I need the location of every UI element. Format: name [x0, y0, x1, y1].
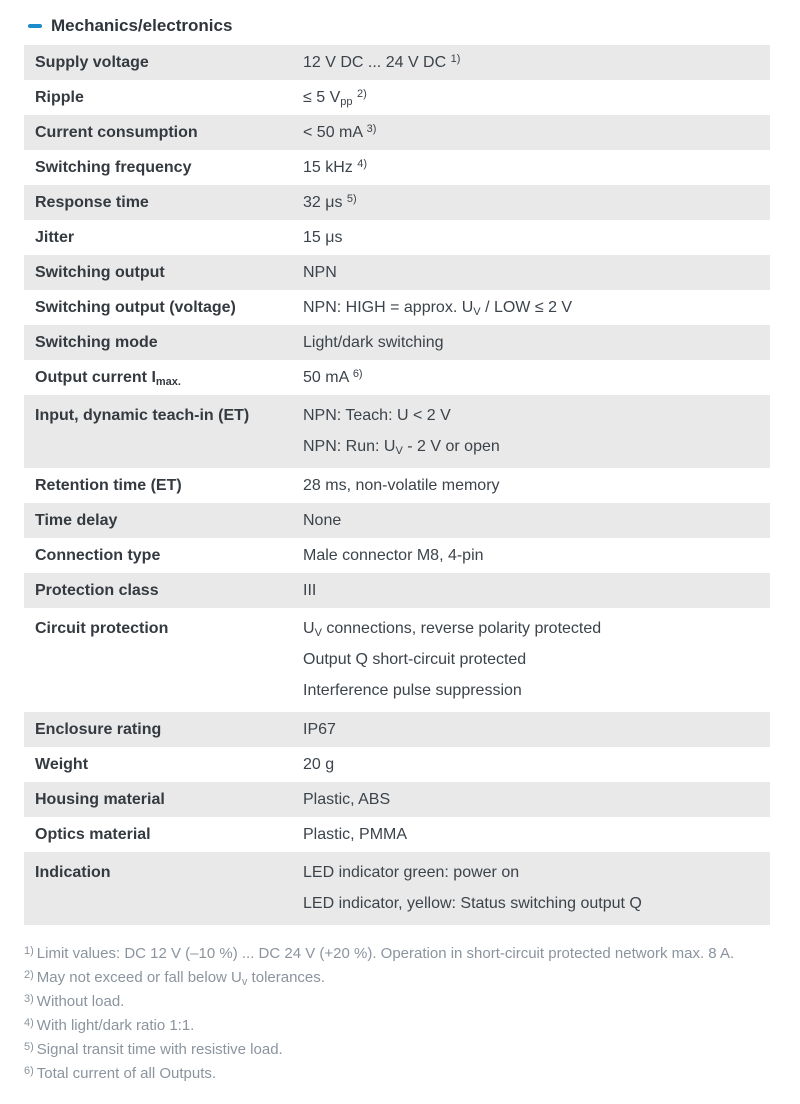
table-row: Response time 32 μs 5) [24, 185, 770, 220]
footnote: 3) Without load. [24, 993, 125, 1010]
row-value: 15 kHz 4) [303, 158, 368, 177]
table-row: Retention time (ET) 28 ms, non-volatile m… [24, 468, 770, 503]
table-row: Optics material Plastic, PMMA [24, 817, 770, 852]
table-row: Housing material Plastic, ABS [24, 782, 770, 817]
section-header: Mechanics/electronics [0, 0, 800, 45]
table-row: Ripple ≤ 5 Vpp 2) [24, 80, 770, 115]
table-row: Current consumption < 50 mA 3) [24, 115, 770, 150]
row-label: Connection type [35, 547, 161, 564]
table-row: Switching output NPN [24, 255, 770, 290]
row-label: Circuit protection [35, 620, 169, 637]
row-label: Retention time (ET) [35, 477, 182, 494]
footnote: 5) Signal transit time with resistive loa… [24, 1041, 283, 1058]
row-label: Response time [35, 194, 149, 211]
row-value: 32 μs 5) [303, 193, 357, 212]
row-label: Jitter [35, 229, 75, 246]
row-label: Current consumption [35, 124, 198, 141]
table-row: Switching frequency 15 kHz 4) [24, 150, 770, 185]
row-value: Male connector M8, 4-pin [303, 547, 484, 564]
section-title: Mechanics/electronics [51, 16, 233, 35]
row-label: Input, dynamic teach-in (ET) [35, 407, 250, 424]
footnote: 4) With light/dark ratio 1:1. [24, 1017, 195, 1034]
footnote: 2) May not exceed or fall below Uv tolera… [24, 969, 325, 988]
row-value: ≤ 5 Vpp 2) [303, 88, 367, 108]
row-value: NPN: HIGH = approx. UV / LOW ≤ 2 V [303, 299, 573, 318]
footnote: 6) Total current of all Outputs. [24, 1065, 217, 1082]
collapse-minus-icon[interactable] [28, 24, 42, 28]
row-label: Protection class [35, 582, 159, 599]
table-row: Supply voltage 12 V DC ... 24 V DC 1) [24, 45, 770, 80]
row-value: Plastic, ABS [303, 791, 391, 808]
row-label: Enclosure rating [35, 721, 162, 738]
row-value: 50 mA 6) [303, 368, 363, 387]
row-label: Time delay [35, 512, 118, 529]
table-row: Output current Imax. 50 mA 6) [24, 360, 770, 395]
row-value: UV connections, reverse polarity protect… [303, 620, 602, 699]
footnote-marker: 1) [24, 945, 34, 957]
table-row: Connection type Male connector M8, 4-pin [24, 538, 770, 573]
table-row: Switching mode Light/dark switching [24, 325, 770, 360]
table-row: Time delay None [24, 503, 770, 538]
table-row: Switching output (voltage) NPN: HIGH = ap… [24, 290, 770, 325]
footnote-marker: 4) [24, 1017, 34, 1029]
table-row: Protection class III [24, 573, 770, 608]
row-label: Housing material [35, 791, 165, 808]
table-row: Input, dynamic teach-in (ET) NPN: Teach: … [24, 395, 770, 468]
footnotes: 1) Limit values: DC 12 V (–10 %) ... DC 2… [24, 942, 770, 1086]
spec-table: Supply voltage 12 V DC ... 24 V DC 1) Ripp… [24, 45, 770, 925]
row-label: Switching output [35, 264, 165, 281]
row-value: Plastic, PMMA [303, 826, 408, 843]
row-label: Ripple [35, 89, 84, 106]
row-value: III [303, 582, 317, 599]
row-label: Weight [35, 756, 89, 773]
footnote: 1) Limit values: DC 12 V (–10 %) ... DC 2… [24, 945, 735, 962]
table-row: Indication LED indicator green: power on L… [24, 852, 770, 925]
footnote-marker: 6) [24, 1065, 34, 1077]
row-value: LED indicator green: power on LED indicat… [303, 864, 642, 912]
row-value: NPN [303, 264, 337, 281]
row-label: Switching frequency [35, 159, 192, 176]
table-row: Jitter 15 μs [24, 220, 770, 255]
row-label: Optics material [35, 826, 151, 843]
row-value: Light/dark switching [303, 334, 444, 351]
row-value: 12 V DC ... 24 V DC 1) [303, 53, 461, 72]
row-value: 28 ms, non-volatile memory [303, 477, 500, 494]
row-label: Output current Imax. [35, 369, 181, 388]
row-value: IP67 [303, 721, 336, 738]
row-value: None [303, 512, 342, 529]
table-row: Circuit protection UV connections, revers… [24, 608, 770, 712]
row-label: Switching mode [35, 334, 158, 351]
row-value: NPN: Teach: U < 2 V NPN: Run: UV - 2 V or… [303, 407, 500, 457]
table-row: Enclosure rating IP67 [24, 712, 770, 747]
row-label: Indication [35, 864, 111, 881]
footnote-marker: 3) [24, 993, 34, 1005]
table-row: Weight 20 g [24, 747, 770, 782]
row-value: < 50 mA 3) [303, 123, 377, 142]
row-value: 20 g [303, 756, 335, 773]
footnote-marker: 5) [24, 1041, 34, 1053]
row-label: Switching output (voltage) [35, 299, 236, 316]
footnote-marker: 2) [24, 969, 34, 981]
row-label: Supply voltage [35, 54, 149, 71]
row-value: 15 μs [303, 229, 343, 246]
